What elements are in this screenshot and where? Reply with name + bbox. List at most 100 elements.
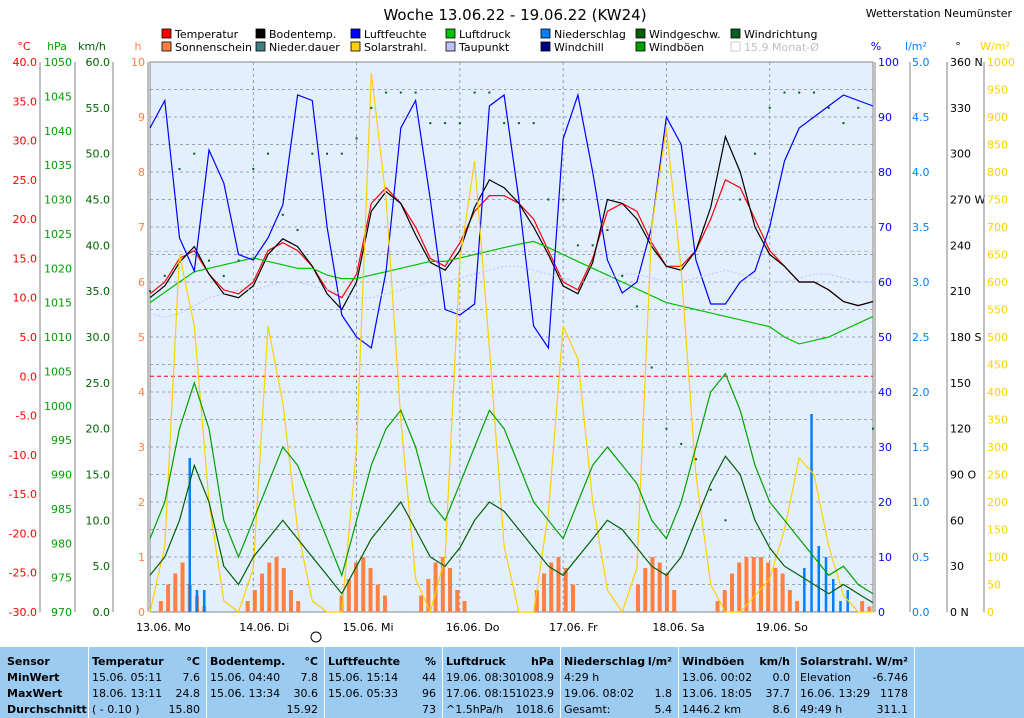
bar-sonnenschein <box>780 573 785 612</box>
point-windrichtung <box>532 122 535 125</box>
legend-label: Luftdruck <box>459 28 511 41</box>
bar-sonnenschein <box>448 568 453 612</box>
stats-row-label: Durchschnitt <box>7 703 87 716</box>
stats-cell-label: 13.06. 00:02 <box>682 671 753 684</box>
stats-cell-value: 7.6 <box>182 671 201 684</box>
axis-tick-rain: 1.0 <box>912 496 930 509</box>
point-windrichtung <box>458 122 461 125</box>
bar-sonnenschein <box>375 584 380 612</box>
axis-unit-wind: km/h <box>78 40 106 53</box>
bar-sonnenschein <box>339 595 344 612</box>
point-windrichtung <box>724 519 727 522</box>
stats-cell-label: 17.06. 08:15 <box>446 687 517 700</box>
bar-sonnenschein <box>382 595 387 612</box>
axis-tick-wind: 15.0 <box>86 469 111 482</box>
point-windrichtung <box>812 91 815 94</box>
point-windrichtung <box>429 122 432 125</box>
legend-label: Sonnenschein <box>175 41 252 54</box>
point-windrichtung <box>252 167 255 170</box>
x-tick-label: 18.06. Sa <box>652 621 704 634</box>
weather-chart: Woche 13.06.22 - 19.06.22 (KW24) Wetterst… <box>9 6 1015 643</box>
stats-col-solarstrahl: Solarstrahl. W/m² Elevation -6.746 16.06. 13… <box>800 647 912 718</box>
legend-label: Taupunkt <box>458 41 510 54</box>
axis-tick-rain: 0.5 <box>912 551 930 564</box>
bar-niederschlag <box>839 601 842 612</box>
axis-tick-solar: 450 <box>987 359 1008 372</box>
axis-tick-wind: 30.0 <box>86 331 111 344</box>
x-tick-label: 15.06. Mi <box>343 621 394 634</box>
axis-tick-temp: -10.0 <box>9 449 37 462</box>
axis-tick-pressure: 1030 <box>44 194 72 207</box>
bar-niederschlag <box>817 546 821 612</box>
bar-sonnenschein <box>744 557 749 612</box>
point-windrichtung <box>355 137 358 140</box>
point-windrichtung <box>193 152 196 155</box>
stats-cell-value: 5.4 <box>654 703 673 716</box>
bar-sonnenschein <box>368 568 373 612</box>
axis-tick-pressure: 1040 <box>44 125 72 138</box>
line-bodentemp <box>149 134 874 311</box>
axis-tick-humidity: 60 <box>878 276 892 289</box>
axis-tick-rain: 0.0 <box>912 606 930 619</box>
chart-title: Woche 13.06.22 - 19.06.22 (KW24) <box>383 6 646 24</box>
axis-tick-rain: 1.5 <box>912 441 930 454</box>
axis-tick-temp: 20.0 <box>13 213 38 226</box>
axis-tick-direction: 30 <box>950 560 964 573</box>
stats-separator <box>324 647 325 718</box>
axis-tick-pressure: 985 <box>51 503 72 516</box>
stats-col-windboeen: Windböen km/h 13.06. 00:02 0.0 13.06. 18:05 3… <box>682 647 794 718</box>
bar-sonnenschein <box>433 562 438 612</box>
axis-tick-solar: 550 <box>987 304 1008 317</box>
x-tick-label: 17.06. Fr <box>549 621 598 634</box>
stats-cell-label: 15.06. 05:33 <box>328 687 399 700</box>
bar-niederschlag <box>803 568 806 612</box>
bar-sonnenschein <box>158 601 163 612</box>
point-windrichtung <box>222 274 225 277</box>
axis-tick-solar: 900 <box>987 111 1008 124</box>
legend-swatch <box>540 41 551 52</box>
point-windrichtung <box>488 91 491 94</box>
legend-swatch <box>255 41 266 52</box>
axis-unit-rain: l/m² <box>905 40 927 53</box>
stats-separator <box>914 647 915 718</box>
stats-unit: km/h <box>759 655 790 668</box>
axis-tick-sun: 7 <box>138 221 145 234</box>
axis-tick-humidity: 10 <box>878 551 892 564</box>
axis-tick-humidity: 80 <box>878 166 892 179</box>
stats-cell-label: ^1.5hPa/h <box>446 703 504 716</box>
axis-tick-pressure: 1035 <box>44 159 72 172</box>
stats-header: Luftfeuchte <box>328 655 401 668</box>
axis-tick-direction: 300 <box>950 148 971 161</box>
point-windrichtung <box>842 122 845 125</box>
point-windrichtung <box>694 458 697 461</box>
bar-sonnenschein <box>440 557 445 612</box>
bar-niederschlag <box>195 590 199 612</box>
stats-cell-value: 37.7 <box>765 687 791 700</box>
axis-tick-temp: 35.0 <box>13 95 38 108</box>
legend-label: Luftfeuchte <box>364 28 427 41</box>
axis-tick-wind: 45.0 <box>86 194 111 207</box>
bar-sonnenschein <box>556 557 561 612</box>
stats-cell-value: 7.8 <box>300 671 319 684</box>
point-windrichtung <box>385 91 388 94</box>
legend-swatch <box>730 28 741 39</box>
axis-tick-pressure: 1045 <box>44 90 72 103</box>
axis-tick-rain: 5.0 <box>912 56 930 69</box>
axis-tick-sun: 9 <box>138 111 145 124</box>
stats-col-bodentemp: Bodentemp. °C 15.06. 04:40 7.8 15.06. 13:34 3… <box>210 647 322 718</box>
bar-sonnenschein <box>260 573 265 612</box>
stats-cell-label: 4:29 h <box>564 671 600 684</box>
bar-niederschlag <box>202 590 206 612</box>
bar-sonnenschein <box>636 584 641 612</box>
stats-cell-value: 15.92 <box>286 703 319 716</box>
stats-unit: hPa <box>530 655 554 668</box>
bar-sonnenschein <box>419 595 424 612</box>
point-windrichtung <box>606 229 609 232</box>
bar-sonnenschein <box>534 590 539 612</box>
bar-sonnenschein <box>643 568 648 612</box>
point-windrichtung <box>680 442 683 445</box>
axis-tick-temp: -15.0 <box>9 488 37 501</box>
legend-swatch <box>445 28 456 39</box>
axis-tick-pressure: 1025 <box>44 228 72 241</box>
axis-tick-humidity: 20 <box>878 496 892 509</box>
